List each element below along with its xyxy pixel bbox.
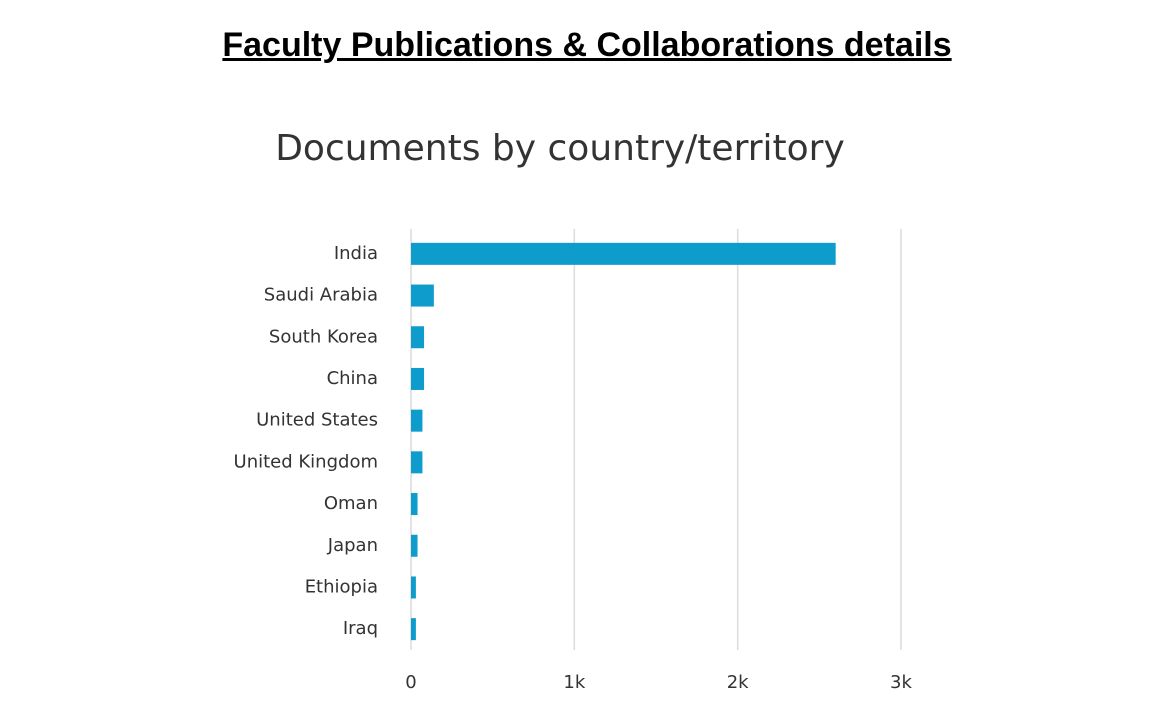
y-tick-label: India (334, 243, 378, 264)
bar (411, 534, 418, 557)
bar (411, 367, 425, 390)
y-tick-label: South Korea (269, 326, 378, 347)
x-tick-label: 0 (405, 672, 416, 693)
y-tick-label: United States (256, 410, 378, 431)
bar (411, 576, 416, 599)
chart-title: Documents by country/territory (275, 128, 845, 169)
bar (411, 409, 423, 432)
y-tick-label: Iraq (343, 618, 378, 639)
y-tick-label: United Kingdom (234, 451, 378, 472)
y-tick-label: Oman (324, 493, 378, 514)
y-tick-label: China (327, 368, 378, 389)
bar (411, 451, 423, 474)
bar (411, 326, 425, 349)
bar (411, 242, 836, 265)
x-tick-label: 2k (727, 672, 749, 693)
bar (411, 284, 434, 307)
page-title: Faculty Publications & Collaborations de… (222, 26, 952, 64)
x-tick-label: 1k (563, 672, 585, 693)
x-tick-label: 3k (890, 672, 912, 693)
y-tick-label: Saudi Arabia (264, 285, 378, 306)
bar (411, 618, 416, 641)
bar (411, 493, 418, 516)
y-tick-label: Japan (327, 535, 378, 556)
y-tick-label: Ethiopia (305, 576, 378, 597)
